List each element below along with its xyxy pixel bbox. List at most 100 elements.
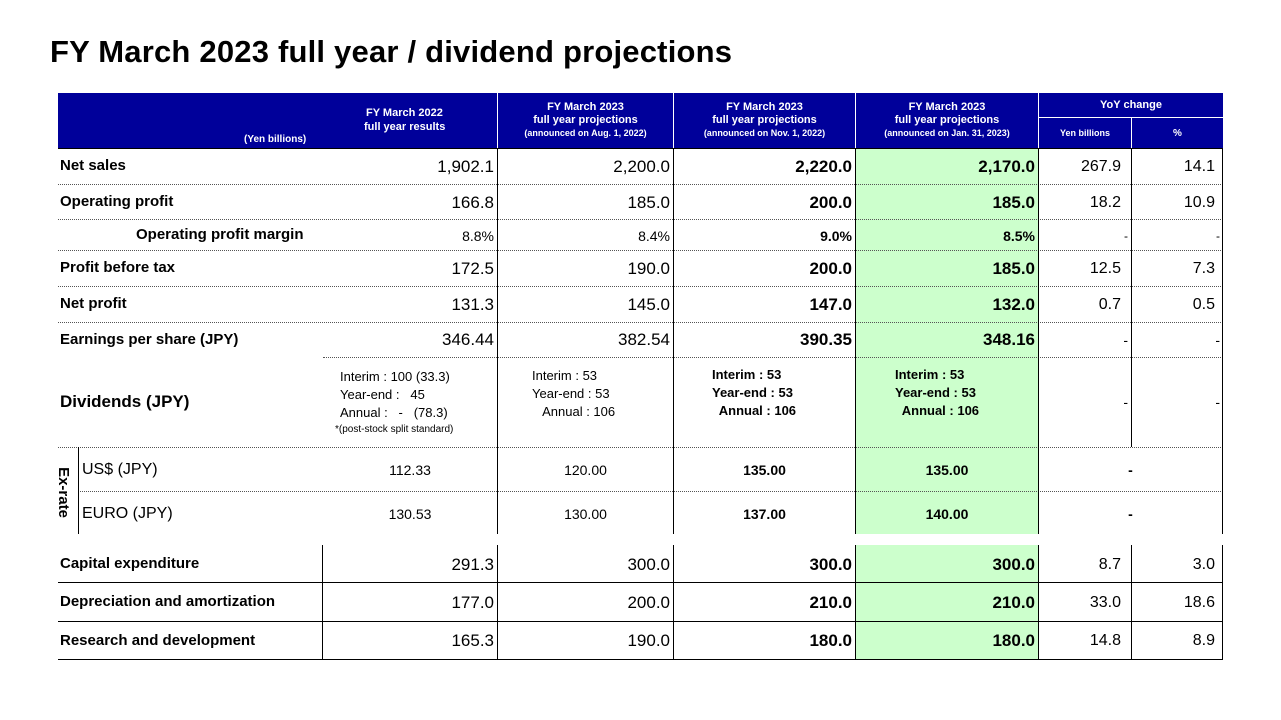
- row-label-net-profit: Net profit: [60, 294, 127, 312]
- cell-rnd-aug: 190.0: [627, 631, 670, 650]
- cell-op-jan: 185.0: [992, 193, 1035, 212]
- cell-dividends-fy22: Interim : 100 (33.3) Year-end : 45 Annua…: [340, 369, 450, 420]
- cell-eps-yoy-pct: -: [1215, 332, 1220, 348]
- cell-net-sales-yoy-yen: 267.9: [1080, 158, 1121, 175]
- cell-dep-aug: 200.0: [627, 593, 670, 612]
- row-label-eps: Earnings per share (JPY): [60, 331, 239, 348]
- row-label-euro: EURO (JPY): [82, 505, 173, 522]
- cell-capex-aug: 300.0: [627, 554, 670, 574]
- header-yoy-pct: %: [1132, 118, 1223, 148]
- cell-pbt-nov: 200.0: [809, 259, 852, 278]
- cell-net-sales-aug: 2,200.0: [613, 157, 670, 176]
- cell-opm-aug: 8.4%: [638, 227, 670, 244]
- header-jan: FY March 2023 full year projections (ann…: [856, 93, 1038, 148]
- cell-pbt-yoy-pct: 7.3: [1192, 260, 1215, 277]
- cell-eps-fy22: 346.44: [442, 330, 494, 349]
- cell-np-yoy-yen: 0.7: [1098, 296, 1121, 313]
- header-jan-line2: full year projections: [894, 114, 1000, 126]
- cell-eps-jan: 348.16: [983, 330, 1035, 349]
- cell-op-yoy-yen: 18.2: [1089, 194, 1121, 211]
- cell-opm-fy22: 8.8%: [462, 227, 494, 244]
- row-label-operating-profit: Operating profit: [60, 192, 174, 210]
- cell-rnd-jan: 180.0: [992, 631, 1035, 650]
- cell-pbt-aug: 190.0: [627, 259, 670, 278]
- header-yoy-label: YoY change: [1100, 98, 1162, 111]
- row-label-operating-profit-margin: Operating profit margin: [136, 226, 304, 243]
- header-yoy-yen: Yen billions: [1039, 118, 1131, 148]
- row-label-depreciation: Depreciation and amortization: [60, 593, 276, 610]
- cell-euro-aug: 130.00: [564, 506, 607, 522]
- header-aug: FY March 2023 full year projections (ann…: [498, 93, 673, 148]
- header-jan-line3: (announced on Jan. 31, 2023): [884, 128, 1010, 138]
- cell-np-aug: 145.0: [627, 295, 670, 314]
- exrate-label-text: Ex-rate: [54, 466, 72, 518]
- cell-pbt-fy22: 172.5: [451, 259, 494, 278]
- highlight-column-top: [856, 148, 1038, 534]
- cell-capex-jan: 300.0: [992, 554, 1035, 574]
- cell-eps-yoy-yen: -: [1123, 332, 1128, 348]
- cell-op-fy22: 166.8: [451, 193, 494, 212]
- cell-net-sales-fy22: 1,902.1: [437, 157, 494, 176]
- cell-dividends-yoy-yen: -: [1123, 394, 1128, 410]
- cell-usd-jan: 135.00: [925, 461, 969, 478]
- cell-net-sales-jan: 2,170.0: [978, 157, 1035, 176]
- cell-rnd-yoy-pct: 8.9: [1192, 632, 1215, 649]
- cell-np-fy22: 131.3: [451, 295, 494, 314]
- cell-rnd-yoy-yen: 14.8: [1089, 632, 1121, 649]
- header-unit: (Yen billions): [244, 134, 307, 145]
- cell-np-jan: 132.0: [992, 295, 1035, 314]
- header-nov-line3: (announced on Nov. 1, 2022): [703, 128, 826, 138]
- cell-dep-jan: 210.0: [992, 593, 1035, 612]
- header-aug-line3: (announced on Aug. 1, 2022): [524, 128, 647, 138]
- cell-usd-fy22: 112.33: [389, 461, 431, 478]
- row-label-usd: US$ (JPY): [82, 460, 158, 478]
- header-yoy-yen-label: Yen billions: [1059, 127, 1110, 138]
- row-label-capex: Capital expenditure: [60, 555, 200, 572]
- cell-op-aug: 185.0: [627, 193, 670, 212]
- header-jan-line1: FY March 2023: [908, 101, 986, 113]
- cell-dividends-yoy-pct: -: [1215, 394, 1220, 410]
- page-title: FY March 2023 full year / dividend proje…: [50, 34, 733, 69]
- cell-net-sales-yoy-pct: 14.1: [1183, 158, 1215, 175]
- cell-dep-nov: 210.0: [809, 593, 852, 612]
- cell-euro-yoy: -: [1128, 506, 1133, 522]
- cell-rnd-nov: 180.0: [809, 631, 852, 650]
- header-nov: FY March 2023 full year projections (ann…: [674, 93, 855, 148]
- cell-pbt-yoy-yen: 12.5: [1089, 260, 1121, 277]
- row-label-dividends: Dividends (JPY): [60, 392, 190, 411]
- cell-dividends-nov: Interim : 53 Year-end : 53 Annual : 106: [712, 367, 797, 418]
- cell-capex-yoy-pct: 3.0: [1192, 555, 1215, 573]
- cell-opm-yoy-pct: -: [1216, 228, 1220, 243]
- header-aug-line2: full year projections: [533, 114, 638, 126]
- cell-rnd-fy22: 165.3: [451, 631, 494, 650]
- cell-dep-yoy-pct: 18.6: [1183, 594, 1215, 611]
- cell-dep-fy22: 177.0: [451, 593, 494, 612]
- cell-dep-yoy-yen: 33.0: [1089, 594, 1121, 611]
- header-aug-line1: FY March 2023: [547, 101, 624, 113]
- cell-capex-fy22: 291.3: [451, 554, 494, 574]
- cell-opm-nov: 9.0%: [820, 227, 852, 244]
- cell-usd-aug: 120.00: [564, 461, 607, 478]
- exrate-group-label: Ex-rate: [48, 452, 78, 532]
- cell-usd-nov: 135.00: [743, 461, 786, 478]
- cell-dividends-fy22-note: *(post-stock split standard): [335, 424, 454, 435]
- cell-pbt-jan: 185.0: [992, 259, 1035, 278]
- header-yoy-pct-label: %: [1173, 127, 1182, 139]
- cell-dividends-jan: Interim : 53 Year-end : 53 Annual : 106: [895, 367, 980, 418]
- header-nov-line2: full year projections: [712, 114, 817, 126]
- cell-eps-aug: 382.54: [618, 330, 670, 349]
- cell-capex-nov: 300.0: [809, 554, 852, 574]
- cell-op-yoy-pct: 10.9: [1183, 194, 1215, 211]
- cell-usd-yoy: -: [1128, 461, 1133, 478]
- cell-euro-jan: 140.00: [925, 506, 969, 522]
- header-nov-line1: FY March 2023: [726, 101, 803, 113]
- cell-net-sales-nov: 2,220.0: [795, 157, 852, 176]
- row-label-net-sales: Net sales: [60, 156, 126, 174]
- cell-eps-nov: 390.35: [800, 330, 852, 349]
- header-fy22-line2: full year results: [364, 121, 446, 133]
- cell-euro-fy22: 130.53: [388, 506, 432, 522]
- cell-dividends-aug: Interim : 53 Year-end : 53 Annual : 106: [532, 368, 616, 419]
- highlight-column-bottom: [856, 545, 1038, 660]
- header-fy22-line1: FY March 2022: [366, 107, 443, 119]
- cell-np-nov: 147.0: [809, 295, 852, 314]
